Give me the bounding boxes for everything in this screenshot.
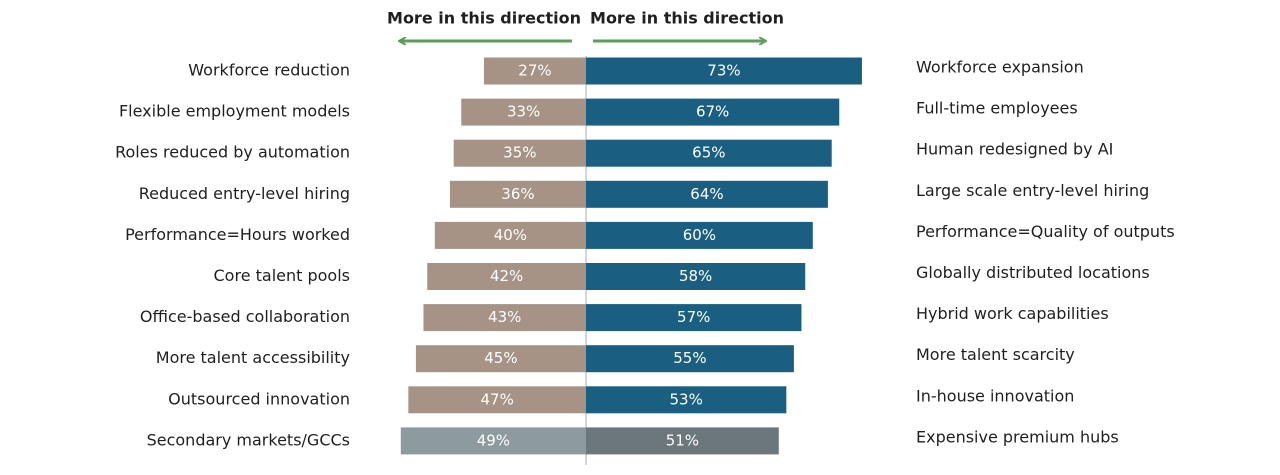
left-value-label: 33% bbox=[507, 103, 540, 121]
left-label: Office-based collaboration bbox=[140, 307, 350, 326]
left-bar bbox=[400, 427, 586, 455]
left-bar bbox=[427, 263, 586, 290]
left-label: Outsourced innovation bbox=[168, 389, 350, 408]
right-value-label: 60% bbox=[683, 226, 716, 244]
left-bar bbox=[408, 386, 586, 414]
left-label: Workforce reduction bbox=[188, 61, 350, 80]
right-bar bbox=[586, 386, 787, 414]
right-label: Expensive premium hubs bbox=[916, 427, 1119, 446]
right-label: More talent scarcity bbox=[916, 345, 1075, 364]
left-label: Flexible employment models bbox=[119, 102, 350, 121]
left-label: Secondary markets/GCCs bbox=[147, 430, 350, 449]
right-bar bbox=[586, 57, 862, 85]
left-label: Performance=Hours worked bbox=[125, 225, 350, 244]
right-value-label: 58% bbox=[679, 267, 712, 285]
right-value-label: 64% bbox=[690, 185, 723, 203]
left-value-label: 36% bbox=[501, 185, 534, 203]
left-value-label: 27% bbox=[518, 62, 551, 80]
left-value-label: 49% bbox=[477, 431, 510, 449]
right-label: Globally distributed locations bbox=[916, 263, 1150, 282]
right-value-label: 67% bbox=[696, 103, 729, 121]
left-label: Reduced entry-level hiring bbox=[139, 184, 350, 203]
right-bar bbox=[586, 427, 779, 455]
right-bar bbox=[586, 98, 840, 126]
right-bar bbox=[586, 263, 806, 290]
right-label: Large scale entry-level hiring bbox=[916, 181, 1149, 200]
left-value-label: 42% bbox=[490, 267, 523, 285]
left-bar bbox=[449, 180, 586, 208]
right-label: Full-time employees bbox=[916, 99, 1078, 118]
left-bar bbox=[461, 98, 586, 126]
right-bar bbox=[586, 221, 813, 249]
left-bar bbox=[423, 304, 586, 332]
left-label: More talent accessibility bbox=[156, 348, 350, 367]
right-header: More in this direction bbox=[590, 9, 784, 28]
right-bar bbox=[586, 180, 828, 208]
right-value-label: 65% bbox=[692, 144, 725, 162]
left-value-label: 35% bbox=[503, 144, 536, 162]
left-label: Core talent pools bbox=[214, 266, 351, 285]
right-value-label: 57% bbox=[677, 308, 710, 326]
left-bar bbox=[483, 57, 586, 85]
right-bar bbox=[586, 139, 832, 167]
right-bar bbox=[586, 345, 794, 373]
right-value-label: 53% bbox=[669, 390, 702, 408]
left-header: More in this direction bbox=[387, 9, 581, 28]
right-label: Performance=Quality of outputs bbox=[916, 222, 1175, 241]
right-label: Workforce expansion bbox=[916, 58, 1084, 77]
left-value-label: 43% bbox=[488, 308, 521, 326]
right-bar bbox=[586, 304, 802, 332]
right-value-label: 51% bbox=[666, 431, 699, 449]
right-value-label: 55% bbox=[673, 349, 706, 367]
right-label: In-house innovation bbox=[916, 386, 1074, 405]
left-value-label: 45% bbox=[484, 349, 517, 367]
right-label: Hybrid work capabilities bbox=[916, 304, 1109, 323]
left-bar bbox=[415, 345, 586, 373]
right-value-label: 73% bbox=[707, 62, 740, 80]
left-label: Roles reduced by automation bbox=[115, 143, 350, 162]
left-value-label: 40% bbox=[494, 226, 527, 244]
left-bar bbox=[434, 221, 586, 249]
right-label: Human redesigned by AI bbox=[916, 140, 1113, 159]
left-value-label: 47% bbox=[480, 390, 513, 408]
left-bar bbox=[453, 139, 586, 167]
